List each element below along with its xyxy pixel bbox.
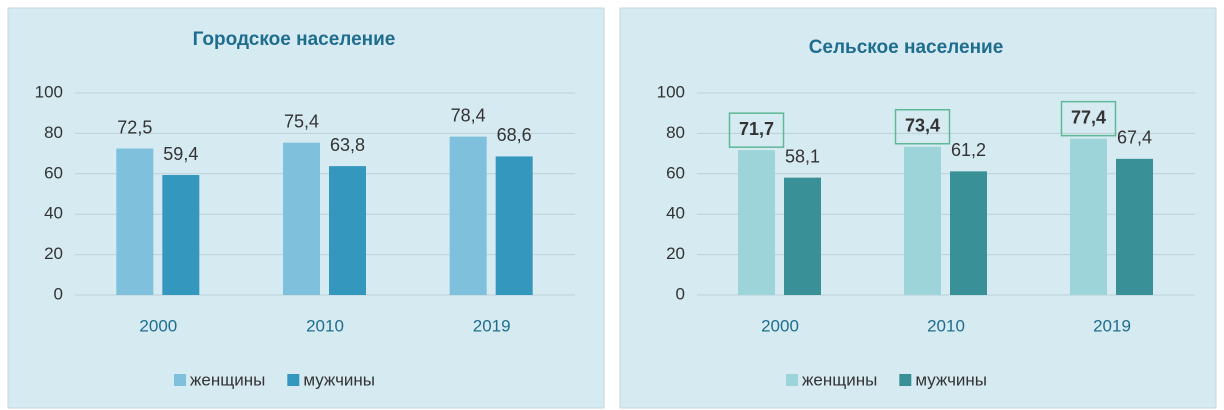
data-label: 77,4	[1071, 107, 1106, 127]
bar	[116, 148, 154, 295]
legend-label: женщины	[190, 370, 265, 389]
x-tick-label: 2019	[1093, 316, 1131, 335]
y-tick-label: 40	[666, 204, 685, 223]
bar	[784, 177, 821, 295]
y-tick-label: 60	[44, 163, 63, 182]
bar	[1116, 158, 1153, 295]
y-tick-label: 0	[676, 284, 685, 303]
y-tick-label: 40	[44, 204, 63, 223]
y-tick-label: 0	[54, 284, 63, 303]
bar	[283, 142, 320, 295]
data-label: 61,2	[951, 140, 986, 160]
y-tick-label: 20	[666, 244, 685, 263]
legend-swatch	[174, 374, 186, 386]
y-tick-label: 100	[35, 82, 63, 101]
legend-swatch	[786, 374, 798, 386]
bar	[329, 166, 366, 295]
legend-swatch	[899, 374, 912, 386]
y-tick-label: 100	[657, 82, 685, 101]
chart-title: Городское население	[193, 29, 396, 50]
bar	[449, 136, 487, 295]
x-tick-label: 2019	[473, 316, 511, 335]
x-tick-label: 2010	[306, 316, 344, 335]
data-label: 71,7	[739, 119, 774, 139]
bar	[1070, 138, 1107, 295]
chart-title: Сельское население	[809, 37, 1004, 58]
data-label: 68,6	[497, 125, 532, 145]
legend-label: мужчины	[303, 370, 375, 389]
y-tick-label: 80	[666, 123, 685, 142]
legend-label: женщины	[802, 370, 877, 389]
bar	[904, 146, 941, 295]
data-label: 67,4	[1117, 128, 1152, 148]
y-tick-label: 80	[44, 123, 63, 142]
legend-label: мужчины	[915, 370, 987, 389]
x-tick-label: 2000	[139, 316, 177, 335]
x-tick-label: 2010	[927, 316, 965, 335]
data-label: 73,4	[905, 115, 940, 135]
label-box	[728, 112, 785, 148]
y-tick-label: 20	[44, 244, 63, 263]
y-tick-label: 60	[666, 163, 685, 182]
data-label: 75,4	[284, 111, 319, 131]
data-label: 58,1	[785, 146, 820, 166]
bar	[950, 171, 987, 295]
x-tick-label: 2000	[761, 316, 799, 335]
label-box	[894, 108, 951, 145]
label-box	[1060, 100, 1117, 137]
bar	[162, 175, 200, 295]
data-label: 63,8	[330, 135, 365, 155]
legend-swatch	[287, 374, 300, 386]
data-label: 72,5	[117, 117, 152, 137]
bar	[495, 156, 533, 295]
bar	[738, 150, 775, 295]
data-label: 78,4	[451, 105, 486, 125]
data-label: 59,4	[163, 144, 198, 164]
